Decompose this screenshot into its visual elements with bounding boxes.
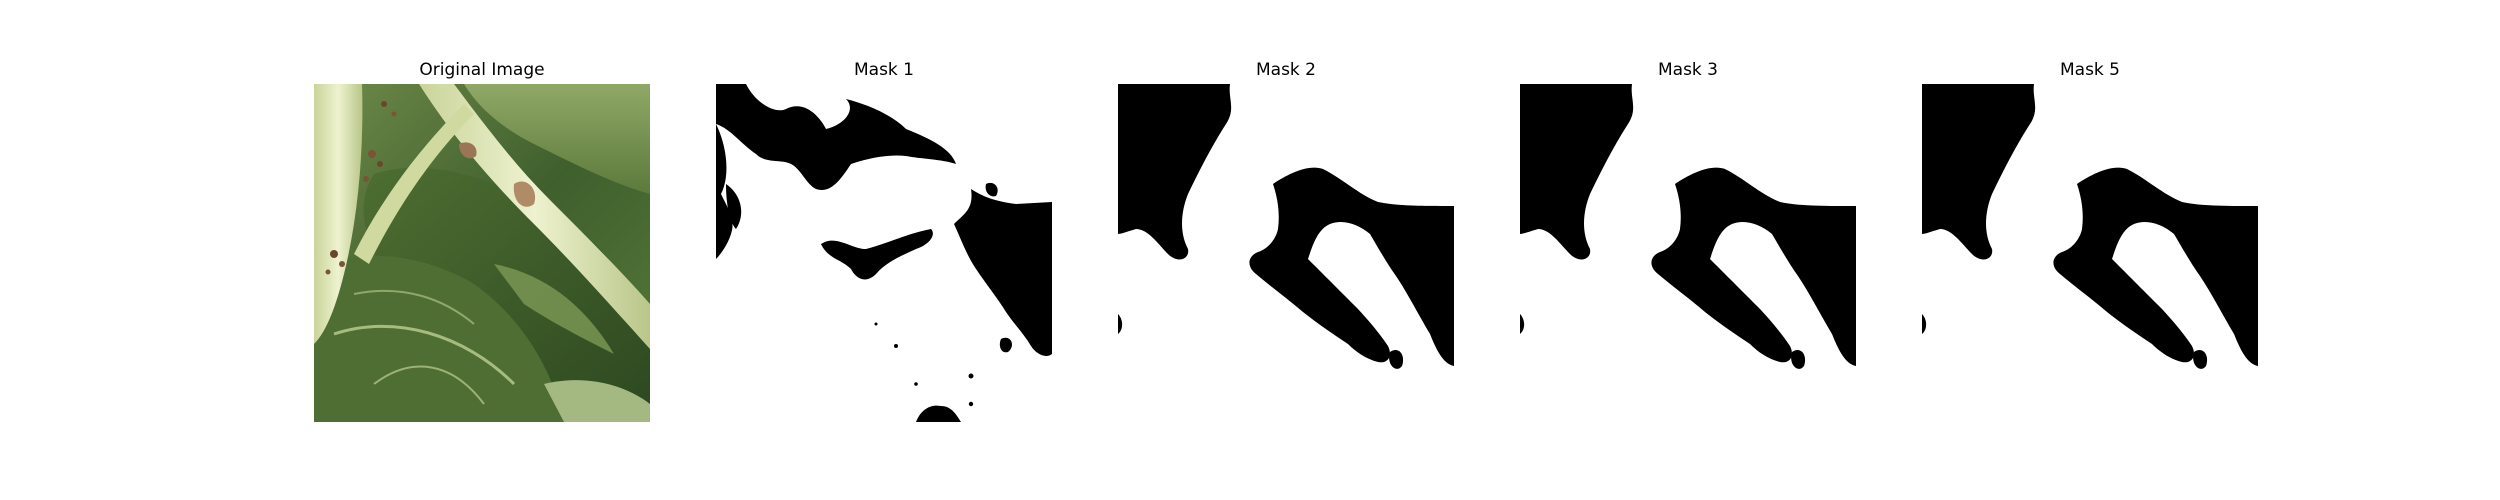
panel-title: Mask 3 bbox=[1657, 60, 1718, 80]
panel-mask-2: Mask 2 bbox=[1118, 0, 1454, 500]
panel-title: Mask 5 bbox=[2059, 60, 2120, 80]
mask-1-shape bbox=[716, 84, 1052, 422]
mask-2-image bbox=[1118, 84, 1454, 422]
mask-2-shape bbox=[1118, 84, 1454, 422]
mask-5-shape bbox=[1922, 84, 2258, 422]
mask-5-image bbox=[1922, 84, 2258, 422]
panel-mask-5: Mask 5 bbox=[1922, 0, 2258, 500]
panel-title: Mask 1 bbox=[853, 60, 914, 80]
original-image bbox=[314, 84, 650, 422]
mask-1-image bbox=[716, 84, 1052, 422]
mask-3-shape bbox=[1520, 84, 1856, 422]
panel-mask-3: Mask 3 bbox=[1520, 0, 1856, 500]
leaf-photo bbox=[314, 84, 650, 422]
panel-original-image: Original Image bbox=[314, 0, 650, 500]
panel-title: Mask 2 bbox=[1255, 60, 1316, 80]
mask-3-image bbox=[1520, 84, 1856, 422]
panel-title: Original Image bbox=[419, 60, 545, 80]
panel-mask-1: Mask 1 bbox=[716, 0, 1052, 500]
